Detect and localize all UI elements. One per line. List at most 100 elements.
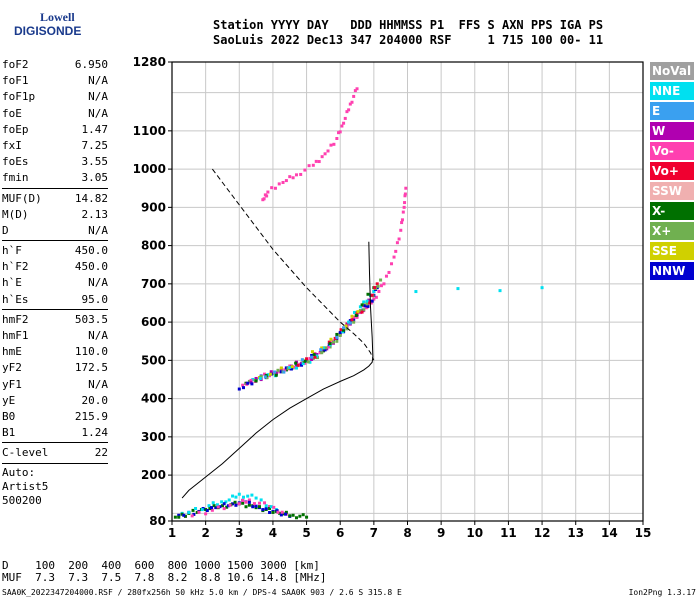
legend-item: NNE xyxy=(650,82,694,100)
data-point xyxy=(352,315,356,319)
version-label: Ion2Png 1.3.17 xyxy=(628,588,696,597)
autoscaling-line3: 500200 xyxy=(2,493,42,507)
parameter-value: 2.13 xyxy=(81,207,109,221)
data-point xyxy=(249,378,253,382)
legend-item: NNW xyxy=(650,262,694,280)
legend-item: Vo+ xyxy=(650,162,694,180)
data-point xyxy=(190,514,194,518)
data-point xyxy=(183,514,187,518)
data-point xyxy=(250,493,254,497)
data-point xyxy=(204,508,208,512)
data-point xyxy=(216,505,220,509)
data-point xyxy=(288,365,292,369)
parameter-key: h`F2 xyxy=(2,260,29,274)
parameter-row: yF1 N/A xyxy=(2,377,108,393)
parameter-value: 1.47 xyxy=(81,122,109,136)
data-point xyxy=(348,102,352,106)
data-point xyxy=(326,345,330,349)
data-point xyxy=(215,503,219,507)
data-point xyxy=(358,305,362,309)
data-point xyxy=(345,327,349,331)
data-point xyxy=(320,346,324,350)
data-point xyxy=(323,152,327,156)
data-point xyxy=(218,505,222,509)
data-point xyxy=(200,508,204,512)
data-point xyxy=(317,160,321,164)
data-point xyxy=(328,342,332,346)
data-point xyxy=(247,379,251,383)
data-point xyxy=(498,289,502,293)
x-tick-label: 8 xyxy=(403,526,411,540)
data-point xyxy=(367,298,371,302)
x-tick-label: 11 xyxy=(500,526,517,540)
data-point xyxy=(352,320,356,324)
data-point xyxy=(251,377,255,381)
data-point xyxy=(294,516,298,520)
y-tick-label: 500 xyxy=(141,353,166,367)
data-point xyxy=(205,509,209,513)
data-point xyxy=(379,278,383,282)
parameter-value: 95.0 xyxy=(81,292,109,306)
parameter-key: yE xyxy=(2,393,16,407)
data-point xyxy=(392,255,396,259)
parameter-key: B1 xyxy=(2,426,16,440)
file-info-footer: SAA0K_2022347204000.RSF / 280fx256h 50 k… xyxy=(2,588,402,597)
data-point xyxy=(283,368,287,372)
data-point xyxy=(300,363,304,367)
data-point xyxy=(276,368,280,372)
parameter-row: h`F 450.0 xyxy=(2,243,108,259)
data-point xyxy=(298,362,302,366)
data-point xyxy=(281,180,285,184)
data-point xyxy=(338,130,342,134)
data-point xyxy=(227,498,231,502)
data-point xyxy=(306,360,310,364)
parameter-value: 503.5 xyxy=(74,312,108,326)
data-point xyxy=(212,504,216,508)
data-point xyxy=(347,320,351,324)
data-point xyxy=(244,505,248,509)
data-point xyxy=(387,270,391,274)
x-tick-label: 2 xyxy=(201,526,209,540)
data-point xyxy=(194,507,198,511)
autoscaling-line2: Artist5 xyxy=(2,479,49,493)
data-point xyxy=(344,324,348,328)
data-point xyxy=(362,308,366,312)
data-point xyxy=(258,377,262,381)
data-point xyxy=(296,363,300,367)
data-point xyxy=(303,359,307,363)
data-point xyxy=(373,286,377,290)
data-point xyxy=(303,361,307,365)
data-point xyxy=(271,510,275,514)
data-point xyxy=(277,182,281,186)
data-point xyxy=(182,513,186,517)
data-point xyxy=(274,373,278,377)
parameter-key: h`E xyxy=(2,276,22,290)
logo-line-2: DIGISONDE xyxy=(14,24,82,38)
data-point xyxy=(360,310,364,314)
parameter-value: 6.950 xyxy=(74,58,108,71)
parameter-row: foF1p N/A xyxy=(2,89,108,105)
data-point xyxy=(268,372,272,376)
data-point xyxy=(353,89,357,93)
parameter-key: yF2 xyxy=(2,361,22,375)
data-point xyxy=(372,297,376,301)
data-point xyxy=(376,284,380,288)
parameter-key: hmE xyxy=(2,345,22,359)
data-point xyxy=(335,137,339,140)
data-point xyxy=(305,357,309,361)
data-point xyxy=(241,383,245,387)
data-point xyxy=(333,336,337,340)
data-point xyxy=(323,348,327,352)
data-point xyxy=(254,379,258,383)
data-point xyxy=(268,504,272,508)
data-point xyxy=(308,360,312,364)
parameter-row: B0 215.9 xyxy=(2,409,108,425)
autoscaling-line1: Auto: xyxy=(2,465,36,479)
data-point xyxy=(241,495,245,499)
data-point xyxy=(220,504,224,508)
data-point xyxy=(339,328,343,332)
data-point xyxy=(191,508,195,512)
data-point xyxy=(247,503,251,507)
data-point xyxy=(311,356,315,360)
data-point xyxy=(220,500,224,504)
